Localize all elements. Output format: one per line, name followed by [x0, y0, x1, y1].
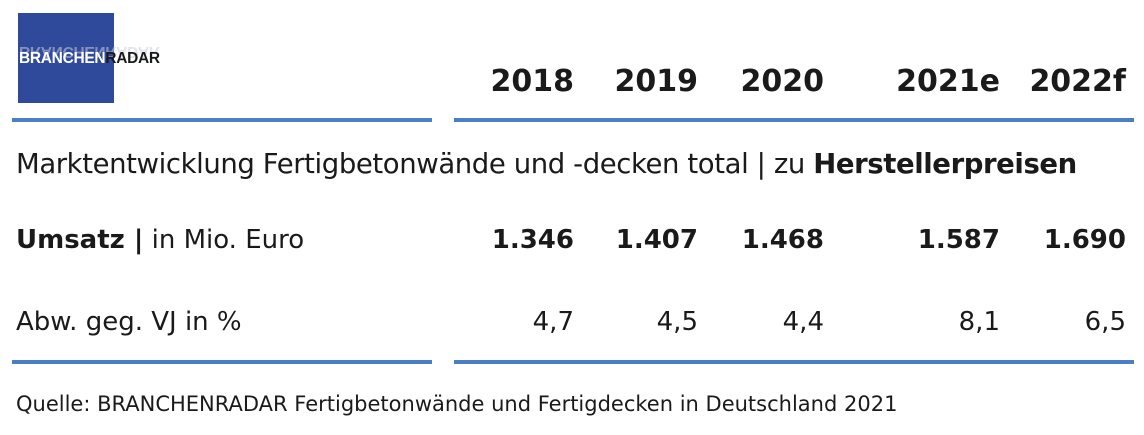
source-note: Quelle: BRANCHENRADAR Fertigbetonwände u… — [16, 392, 898, 416]
table-title-bold: Herstellerpreisen — [813, 148, 1077, 180]
cell-abw-2019: 4,5 — [656, 307, 698, 337]
top-rule-left — [12, 118, 432, 122]
row-label-umsatz-unit: in Mio. Euro — [143, 225, 305, 255]
cell-umsatz-2019: 1.407 — [615, 225, 698, 255]
col-header-2021e: 2021e — [896, 64, 1000, 99]
cell-umsatz-2022f: 1.690 — [1043, 225, 1126, 255]
cell-abw-2018: 4,7 — [532, 307, 574, 337]
cell-umsatz-2020: 1.468 — [741, 225, 824, 255]
col-header-2020: 2020 — [740, 64, 825, 99]
col-header-2019: 2019 — [614, 64, 699, 99]
logo-text-part2: RADAR — [105, 50, 160, 67]
row-label-umsatz: Umsatz | in Mio. Euro — [16, 225, 304, 255]
top-rule-right — [454, 118, 1134, 122]
table-title: Marktentwicklung Fertigbetonwände und -d… — [16, 148, 1077, 180]
logo-text: BRANCHENRADAR — [19, 50, 160, 68]
logo-text-part1: BRANCHEN — [19, 50, 106, 67]
cell-abw-2022f: 6,5 — [1084, 307, 1126, 337]
cell-abw-2021e: 8,1 — [958, 307, 1000, 337]
cell-umsatz-2018: 1.346 — [491, 225, 574, 255]
bottom-rule-right — [454, 360, 1134, 364]
col-header-2022f: 2022f — [1029, 64, 1126, 99]
cell-abw-2020: 4,4 — [782, 307, 824, 337]
row-label-umsatz-bold: Umsatz | — [16, 225, 144, 255]
table-title-text: Marktentwicklung Fertigbetonwände und -d… — [16, 148, 814, 180]
cell-umsatz-2021e: 1.587 — [917, 225, 1000, 255]
col-header-2018: 2018 — [490, 64, 575, 99]
branchenradar-logo: BRANCHENRADAR BRANCHENRADAR — [18, 13, 160, 103]
row-label-abweichung: Abw. geg. VJ in % — [16, 307, 242, 337]
bottom-rule-left — [12, 360, 432, 364]
